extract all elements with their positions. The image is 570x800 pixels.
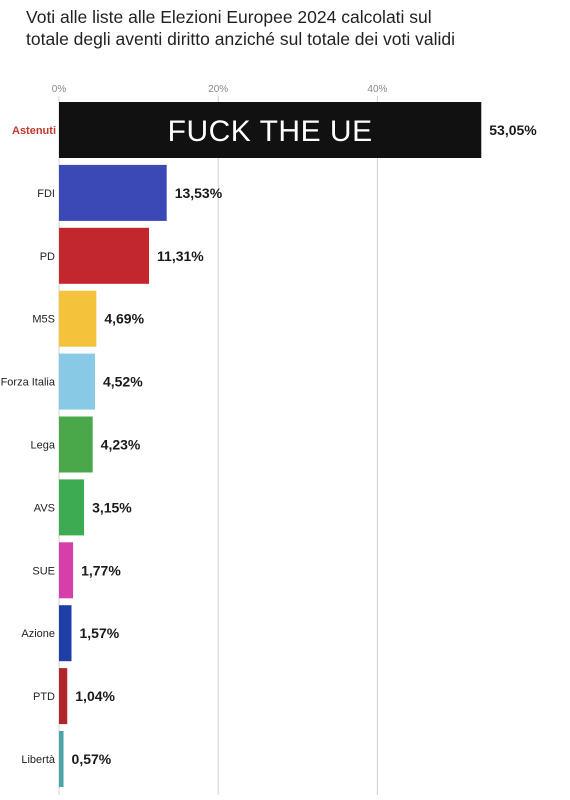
category-label: SUE	[32, 565, 55, 577]
value-label: 53,05%	[489, 122, 537, 138]
bar	[59, 353, 95, 410]
value-label: 0,57%	[72, 751, 112, 767]
value-label: 13,53%	[175, 185, 223, 201]
value-label: 4,69%	[104, 311, 144, 327]
category-label: AVS	[34, 502, 55, 514]
bar	[59, 479, 85, 536]
category-label: FDI	[37, 188, 55, 200]
value-label: 11,31%	[157, 248, 204, 264]
category-label: M5S	[32, 314, 55, 326]
category-label: Lega	[31, 440, 56, 452]
value-label: 4,52%	[103, 374, 143, 390]
chart-title-line-1: Voti alle liste alle Elezioni Europee 20…	[26, 7, 432, 27]
bar	[59, 416, 93, 473]
x-tick-label: 20%	[208, 84, 228, 95]
category-label: PTD	[33, 691, 55, 703]
value-label: 4,23%	[101, 437, 141, 453]
category-label: Libertà	[21, 754, 56, 766]
bar	[59, 605, 72, 662]
bar	[59, 102, 482, 158]
category-label: PD	[40, 251, 55, 263]
x-tick-label: 40%	[367, 84, 387, 95]
overlay-caption: FUCK THE UE	[168, 115, 373, 148]
category-label: Forza Italia	[1, 377, 56, 389]
value-label: 3,15%	[92, 499, 132, 515]
category-label: Astenuti	[12, 125, 56, 137]
bar	[59, 227, 150, 284]
bar	[59, 731, 64, 787]
chart-title: Voti alle liste alle Elezioni Europee 20…	[26, 6, 546, 50]
value-label: 1,57%	[79, 625, 119, 641]
category-label: Azione	[21, 628, 55, 640]
bar	[59, 542, 74, 599]
bar	[59, 290, 97, 347]
chart-title-line-2: totale degli aventi diritto anziché sul …	[26, 29, 455, 49]
x-tick-label: 0%	[52, 84, 67, 95]
bar	[59, 164, 167, 221]
bar	[59, 668, 68, 725]
value-label: 1,77%	[81, 562, 121, 578]
value-label: 1,04%	[75, 688, 115, 704]
